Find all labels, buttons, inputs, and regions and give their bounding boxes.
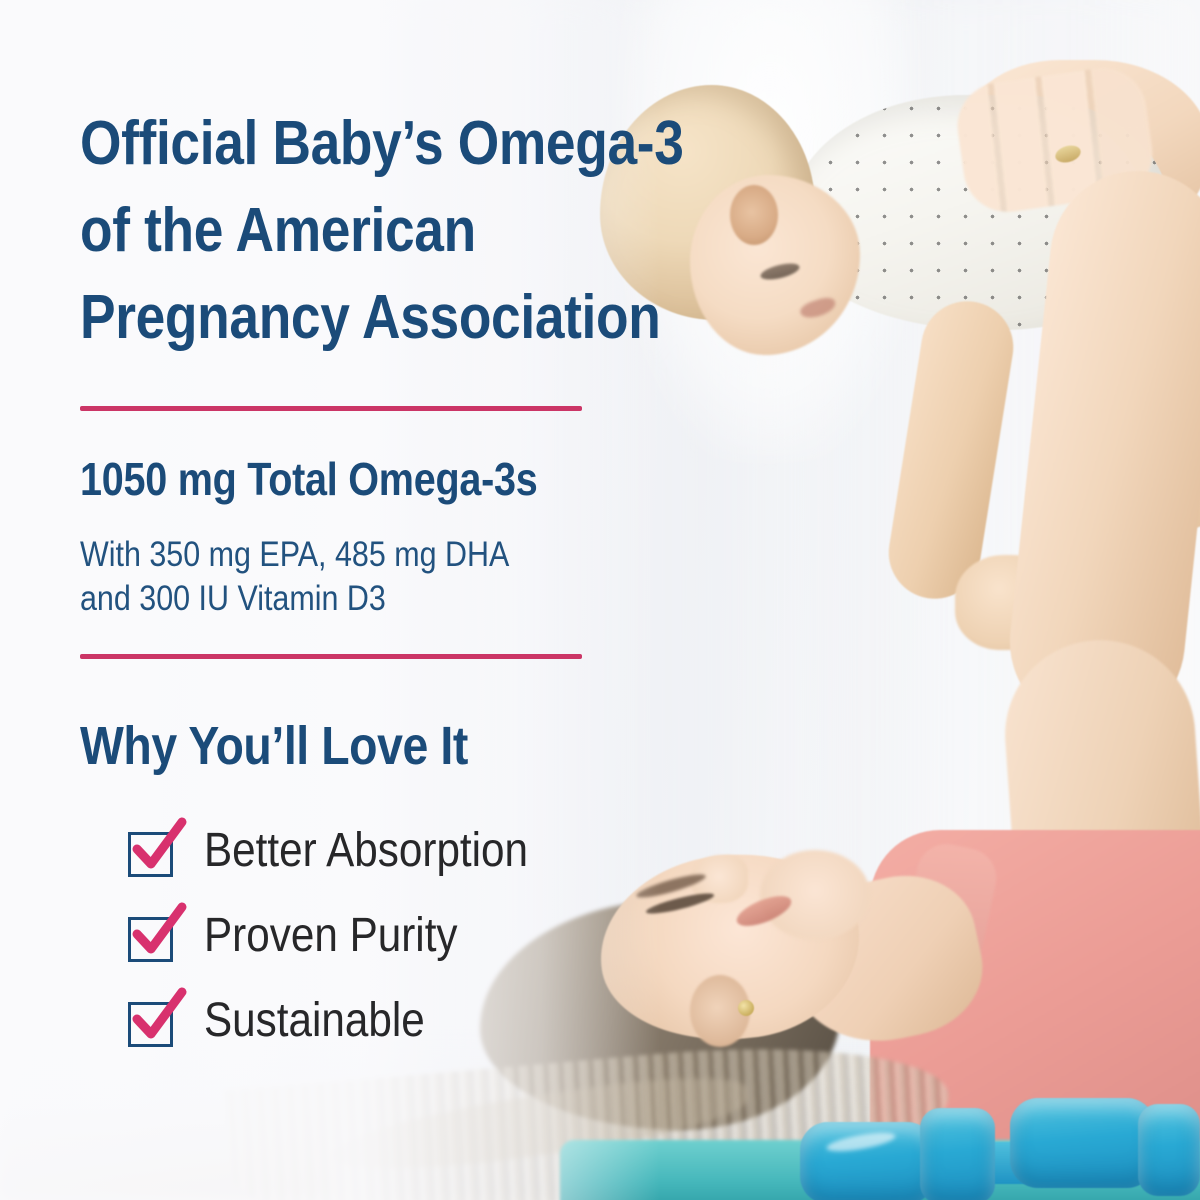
- page-title: Official Baby’s Omega-3 of the American …: [80, 100, 684, 361]
- list-item: Better Absorption: [128, 817, 572, 911]
- dosage-detail-line-2: and 300 IU Vitamin D3: [80, 579, 386, 618]
- checkbox-checked-icon: [128, 987, 187, 1047]
- list-item: Sustainable: [128, 987, 572, 1081]
- dosage-detail: With 350 mg EPA, 485 mg DHA and 300 IU V…: [80, 533, 509, 621]
- headline-line-3: Pregnancy Association: [80, 283, 661, 352]
- checkbox-checked-icon: [128, 817, 187, 877]
- benefit-label: Better Absorption: [204, 824, 529, 877]
- dumbbell-front-head-back: [920, 1108, 995, 1200]
- list-item: Proven Purity: [128, 902, 572, 996]
- baby-ear: [730, 185, 778, 245]
- divider-top: [80, 406, 582, 411]
- checkbox-checked-icon: [128, 902, 187, 962]
- dumbbell-rear-head: [1010, 1098, 1155, 1188]
- headline-line-1: Official Baby’s Omega-3: [80, 109, 684, 178]
- dumbbell-rear-head-back: [1138, 1104, 1200, 1196]
- benefit-label: Proven Purity: [204, 909, 458, 962]
- benefit-label: Sustainable: [204, 994, 425, 1047]
- dosage-detail-line-1: With 350 mg EPA, 485 mg DHA: [80, 535, 510, 574]
- benefits-list: Better Absorption Proven Purity Sustaina…: [128, 817, 572, 1081]
- text-legibility-scrim: [0, 0, 660, 1200]
- copy-block: Official Baby’s Omega-3 of the American …: [80, 0, 700, 1200]
- divider-bottom: [80, 654, 582, 659]
- dosage-title: 1050 mg Total Omega-3s: [80, 453, 538, 505]
- earring: [738, 1000, 754, 1016]
- headline-line-2: of the American: [80, 196, 476, 265]
- benefits-heading: Why You’ll Love It: [80, 716, 468, 776]
